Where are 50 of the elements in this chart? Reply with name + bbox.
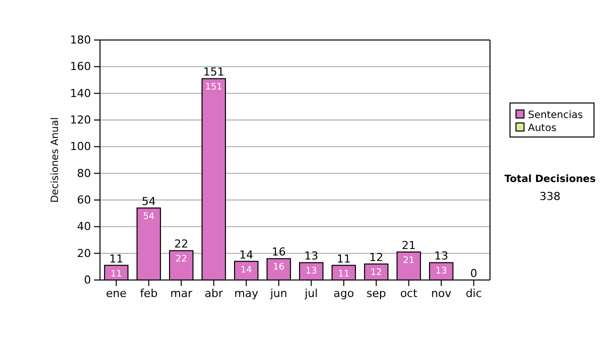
data-label: 54 (143, 212, 155, 222)
data-label: 11 (338, 269, 350, 280)
total-label: 16 (272, 246, 286, 259)
y-tick-label: 40 (77, 220, 91, 234)
x-tick-label: nov (431, 286, 452, 300)
x-tick-label: oct (400, 286, 418, 300)
legend-label: Sentencias (528, 110, 583, 121)
y-tick-label: 100 (70, 140, 91, 154)
y-tick-label: 140 (70, 86, 91, 100)
y-tick-label: 0 (84, 274, 91, 287)
total-label: 0 (470, 267, 478, 280)
total-label: 21 (402, 239, 416, 252)
total-label: 14 (239, 248, 254, 262)
data-label: 22 (176, 254, 187, 265)
x-tick-label: abr (204, 286, 224, 300)
data-label: 11 (110, 269, 122, 280)
text: Total Decisiones (504, 174, 596, 185)
x-tick-label: may (234, 286, 259, 300)
legend-label: Autos (528, 123, 556, 134)
data-label: 14 (240, 265, 252, 276)
x-tick-label: mar (170, 286, 193, 300)
total-label: 54 (142, 195, 156, 208)
total-label: 22 (174, 238, 188, 251)
x-tick-label: dic (466, 286, 482, 300)
total-label: 12 (369, 251, 384, 264)
total-label: 11 (336, 252, 351, 266)
data-label: 16 (273, 262, 285, 273)
total-label: 13 (304, 250, 318, 263)
y-tick-label: 80 (77, 166, 91, 180)
y-tick-label: 180 (70, 34, 91, 47)
x-tick-label: feb (140, 286, 158, 300)
y-tick-label: 160 (70, 60, 91, 74)
data-label: 21 (403, 256, 414, 266)
total-label: 151 (203, 66, 224, 79)
y-axis-title: Decisiones Anual (50, 117, 61, 203)
x-tick-label: sep (366, 286, 386, 300)
data-label: 151 (205, 82, 222, 93)
y-tick-label: 120 (70, 114, 91, 127)
text: 338 (540, 190, 560, 203)
data-label: 12 (370, 268, 382, 278)
x-tick-label: jul (304, 286, 318, 300)
y-tick-label: 60 (77, 194, 91, 207)
x-tick-label: ago (334, 286, 354, 300)
data-label: 13 (436, 266, 447, 277)
x-tick-label: jun (269, 286, 288, 300)
y-tick-label: 20 (77, 246, 91, 260)
x-tick-label: ene (106, 286, 127, 300)
total-label: 13 (434, 250, 448, 263)
total-label: 11 (109, 252, 124, 266)
data-label: 13 (306, 266, 317, 277)
